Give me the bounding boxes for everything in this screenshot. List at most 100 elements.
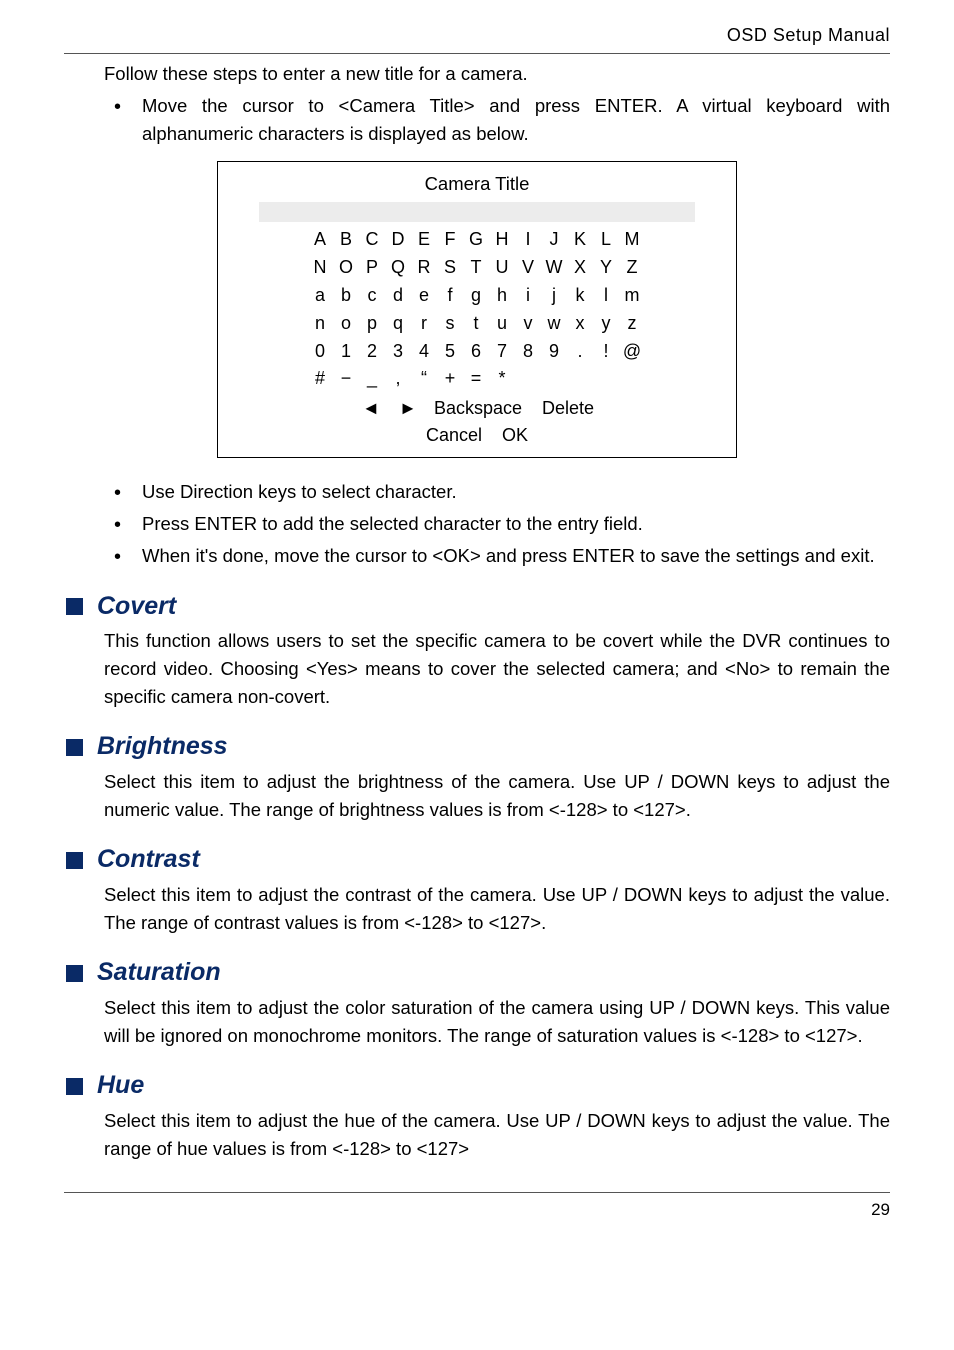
key[interactable]: c: [360, 282, 386, 310]
key[interactable]: l: [594, 282, 620, 310]
key[interactable]: S: [438, 254, 464, 282]
square-bullet-icon: [66, 739, 83, 756]
post-bullet-1: Use Direction keys to select character.: [104, 478, 890, 506]
key[interactable]: E: [412, 226, 438, 254]
key[interactable]: o: [334, 310, 360, 338]
section-body-brightness: Select this item to adjust the brightnes…: [104, 768, 890, 824]
key[interactable]: 6: [464, 338, 490, 366]
key[interactable]: ,: [386, 365, 412, 393]
key[interactable]: N: [308, 254, 334, 282]
section-head-contrast: Contrast: [64, 841, 890, 879]
intro-bullets: Move the cursor to <Camera Title> and pr…: [104, 92, 890, 148]
key[interactable]: 1: [334, 338, 360, 366]
section-body-covert: This function allows users to set the sp…: [104, 627, 890, 710]
key[interactable]: H: [490, 226, 516, 254]
key[interactable]: V: [516, 254, 542, 282]
key[interactable]: B: [334, 226, 360, 254]
key[interactable]: f: [438, 282, 464, 310]
key[interactable]: u: [490, 310, 516, 338]
key[interactable]: v: [516, 310, 542, 338]
key[interactable]: i: [516, 282, 542, 310]
intro-bullet-1: Move the cursor to <Camera Title> and pr…: [104, 92, 890, 148]
key[interactable]: 0: [308, 338, 334, 366]
key[interactable]: “: [412, 365, 438, 393]
section-head-brightness: Brightness: [64, 728, 890, 766]
key[interactable]: 8: [516, 338, 542, 366]
key[interactable]: n: [308, 310, 334, 338]
key[interactable]: I: [516, 226, 542, 254]
square-bullet-icon: [66, 852, 83, 869]
key[interactable]: W: [542, 254, 568, 282]
key[interactable]: U: [490, 254, 516, 282]
key[interactable]: O: [334, 254, 360, 282]
key[interactable]: G: [464, 226, 490, 254]
key[interactable]: k: [568, 282, 594, 310]
key[interactable]: 7: [490, 338, 516, 366]
key[interactable]: m: [620, 282, 646, 310]
key[interactable]: #: [308, 365, 334, 393]
key[interactable]: +: [438, 365, 464, 393]
post-bullet-3: When it's done, move the cursor to <OK> …: [104, 542, 890, 570]
key[interactable]: M: [620, 226, 646, 254]
key[interactable]: _: [360, 365, 386, 393]
key[interactable]: Y: [594, 254, 620, 282]
arrow-right-icon[interactable]: ►: [397, 395, 419, 422]
page-header: OSD Setup Manual: [64, 22, 890, 49]
keyboard-row-1: NOPQRSTUVWXYZ: [248, 254, 706, 282]
key[interactable]: a: [308, 282, 334, 310]
key[interactable]: Q: [386, 254, 412, 282]
key[interactable]: 4: [412, 338, 438, 366]
key[interactable]: J: [542, 226, 568, 254]
intro-text: Follow these steps to enter a new title …: [104, 60, 890, 88]
key[interactable]: 5: [438, 338, 464, 366]
post-bullet-2: Press ENTER to add the selected characte…: [104, 510, 890, 538]
section-body-contrast: Select this item to adjust the contrast …: [104, 881, 890, 937]
key[interactable]: 3: [386, 338, 412, 366]
key[interactable]: g: [464, 282, 490, 310]
key[interactable]: z: [620, 310, 646, 338]
key[interactable]: D: [386, 226, 412, 254]
key[interactable]: r: [412, 310, 438, 338]
key[interactable]: h: [490, 282, 516, 310]
key[interactable]: 2: [360, 338, 386, 366]
key[interactable]: =: [464, 365, 490, 393]
post-bullets: Use Direction keys to select character. …: [104, 478, 890, 569]
key[interactable]: A: [308, 226, 334, 254]
delete-key[interactable]: Delete: [542, 398, 594, 418]
key[interactable]: @: [620, 338, 646, 366]
key[interactable]: y: [594, 310, 620, 338]
key[interactable]: 9: [542, 338, 568, 366]
key[interactable]: C: [360, 226, 386, 254]
key[interactable]: R: [412, 254, 438, 282]
section-title-contrast: Contrast: [97, 841, 200, 879]
key[interactable]: s: [438, 310, 464, 338]
key[interactable]: j: [542, 282, 568, 310]
key[interactable]: Z: [620, 254, 646, 282]
key[interactable]: t: [464, 310, 490, 338]
key[interactable]: q: [386, 310, 412, 338]
virtual-keyboard: Camera Title ABCDEFGHIJKLM NOPQRSTUVWXYZ…: [217, 161, 737, 458]
keyboard-entry-field[interactable]: [259, 202, 694, 222]
key[interactable]: !: [594, 338, 620, 366]
key[interactable]: w: [542, 310, 568, 338]
key[interactable]: .: [568, 338, 594, 366]
key[interactable]: F: [438, 226, 464, 254]
key[interactable]: −: [334, 365, 360, 393]
arrow-left-icon[interactable]: ◄: [360, 395, 382, 422]
key[interactable]: T: [464, 254, 490, 282]
key[interactable]: K: [568, 226, 594, 254]
keyboard-row-2: abcdefghijklm: [248, 282, 706, 310]
key[interactable]: L: [594, 226, 620, 254]
cancel-key[interactable]: Cancel: [426, 425, 482, 445]
section-head-covert: Covert: [64, 588, 890, 626]
key[interactable]: d: [386, 282, 412, 310]
key[interactable]: e: [412, 282, 438, 310]
backspace-key[interactable]: Backspace: [434, 398, 522, 418]
key[interactable]: *: [490, 365, 516, 393]
key[interactable]: X: [568, 254, 594, 282]
key[interactable]: P: [360, 254, 386, 282]
ok-key[interactable]: OK: [502, 425, 528, 445]
key[interactable]: b: [334, 282, 360, 310]
key[interactable]: p: [360, 310, 386, 338]
key[interactable]: x: [568, 310, 594, 338]
